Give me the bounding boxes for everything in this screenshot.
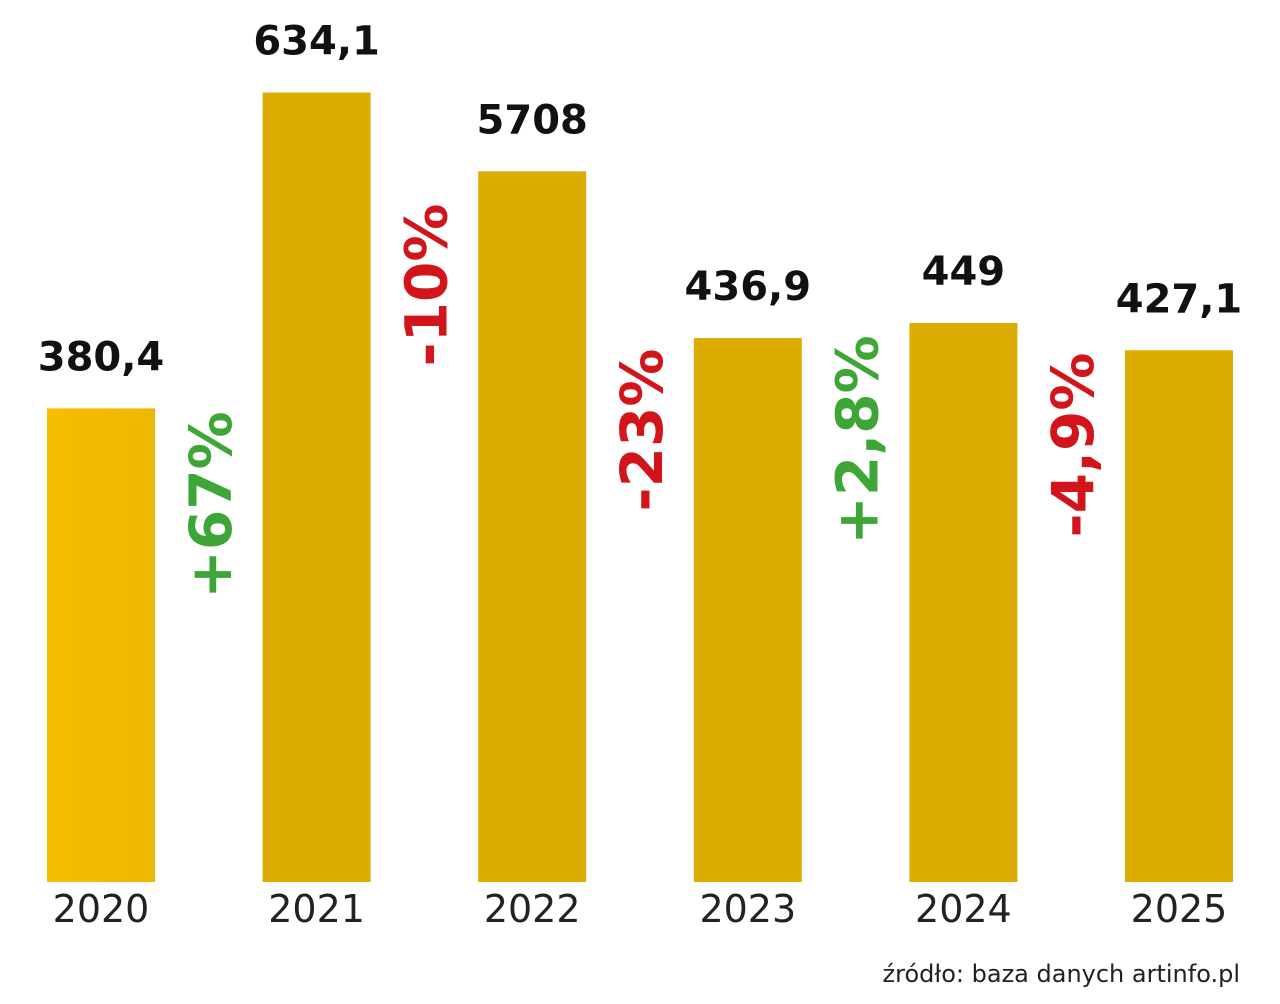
value-label-2021: 634,1	[253, 19, 380, 65]
value-label-2023: 436,9	[685, 264, 812, 310]
bar-2023	[693, 338, 802, 882]
bar-2022	[478, 171, 587, 882]
value-label-2022: 5708	[477, 97, 588, 143]
source-note: źródło: baza danych artinfo.pl	[883, 960, 1240, 988]
x-tick-label-2021: 2021	[268, 887, 365, 931]
x-tick-label-2023: 2023	[699, 887, 796, 931]
change-label-1: +67%	[177, 411, 245, 598]
bar-2020	[47, 408, 155, 882]
value-label-2020: 380,4	[38, 334, 165, 380]
change-label-4: +2,8%	[824, 335, 892, 544]
x-tick-label-2025: 2025	[1131, 887, 1228, 931]
value-label-2024: 449	[922, 249, 1006, 295]
change-label-2: -10%	[392, 204, 460, 367]
x-tick-label-2022: 2022	[484, 887, 581, 931]
bar-2024	[909, 322, 1018, 882]
value-label-2025: 427,1	[1116, 276, 1243, 322]
change-label-3: -23%	[608, 349, 676, 512]
bar-2021	[262, 92, 371, 882]
bar-2025	[1125, 350, 1233, 882]
x-tick-label-2024: 2024	[915, 887, 1012, 931]
x-tick-label-2020: 2020	[53, 887, 150, 931]
change-label-5: -4,9%	[1039, 353, 1107, 538]
